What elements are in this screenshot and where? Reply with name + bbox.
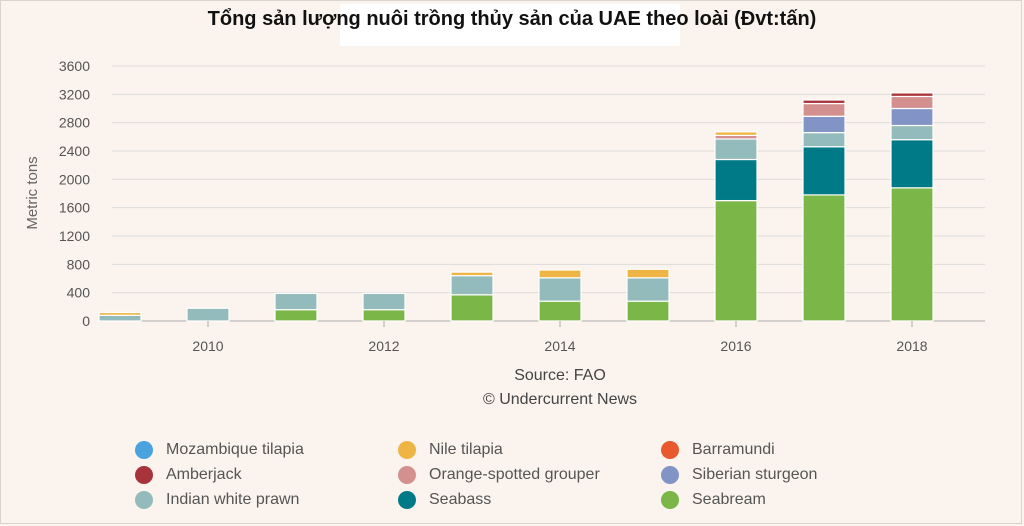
bar-segment	[890, 124, 934, 141]
bar-segment	[538, 300, 582, 322]
bar-segment	[626, 268, 670, 279]
bar-segment	[362, 292, 406, 311]
legend-item: Indian white prawn	[135, 488, 398, 511]
y-tick-label: 1200	[59, 228, 90, 244]
bar-segment	[714, 158, 758, 202]
bar-segment	[802, 194, 846, 322]
bar-segment	[714, 199, 758, 322]
y-tick-label: 400	[67, 285, 91, 301]
x-tick-label: 2016	[720, 338, 751, 354]
legend-item: Seabream	[661, 488, 895, 511]
legend-label: Mozambique tilapia	[166, 440, 304, 458]
x-tick-label: 2018	[896, 338, 927, 354]
legend-swatch	[661, 465, 679, 484]
legend-swatch	[135, 490, 153, 509]
x-tick-label: 2014	[544, 338, 575, 354]
chart-plot: 0 400 800 1200 1600 2000 2400 2800 3200 3600 2010 2…	[24, 58, 985, 408]
bar-segment	[714, 138, 758, 161]
x-tick-label: 2010	[192, 338, 223, 354]
y-tick-label: 800	[67, 256, 91, 272]
bar-segment	[186, 307, 230, 322]
bar-segment	[890, 139, 934, 189]
copyright-label: © Undercurrent News	[483, 391, 637, 408]
bar-segment	[98, 311, 142, 316]
legend-label: Barramundi	[692, 440, 775, 458]
bar-segment	[890, 187, 934, 322]
bar-segment	[714, 131, 758, 137]
bar-segment	[450, 294, 494, 322]
bar-segment	[802, 146, 846, 196]
y-axis-label: Metric tons	[24, 156, 41, 229]
legend-item: Siberian sturgeon	[661, 463, 895, 486]
bar-segment	[890, 107, 934, 127]
legend-label: Nile tilapia	[429, 440, 503, 458]
legend-swatch	[135, 440, 153, 459]
chart-title: Tổng sản lượng nuôi trồng thủy sản của U…	[207, 8, 817, 30]
bar-segment	[890, 92, 934, 98]
bar-segment	[450, 275, 494, 296]
legend: Mozambique tilapia Nile tilapia Barramundi…	[135, 438, 895, 511]
bar-segment	[362, 309, 406, 322]
y-tick-label: 3200	[59, 86, 90, 102]
y-tick-label: 2000	[59, 171, 90, 187]
legend-item: Amberjack	[135, 463, 398, 486]
source-label: Source: FAO	[514, 367, 606, 384]
bar-segment	[274, 309, 318, 322]
legend-label: Amberjack	[166, 465, 242, 483]
bar-segment	[802, 99, 846, 105]
y-tick-label: 3600	[59, 58, 90, 74]
bar-segment	[626, 300, 670, 322]
legend-label: Seabream	[692, 490, 766, 508]
bar-segment	[450, 271, 494, 277]
bar-segment	[890, 95, 934, 110]
y-tick-label: 2400	[59, 143, 90, 159]
legend-swatch	[398, 440, 416, 459]
bar-segment	[802, 102, 846, 117]
legend-swatch	[398, 465, 416, 484]
legend-swatch	[661, 490, 679, 509]
bar-segment	[538, 277, 582, 302]
bar-segment	[98, 314, 142, 322]
legend-item: Orange-spotted grouper	[398, 463, 661, 486]
legend-label: Indian white prawn	[166, 490, 300, 508]
legend-label: Seabass	[429, 490, 492, 508]
bar-segment	[802, 115, 846, 134]
title-background	[340, 4, 680, 46]
bar-segment	[538, 269, 582, 279]
legend-item: Mozambique tilapia	[135, 438, 398, 461]
legend-swatch	[398, 490, 416, 509]
y-tick-label: 1600	[59, 200, 90, 216]
bar-segment	[274, 292, 318, 311]
legend-swatch	[135, 465, 153, 484]
x-tick-label: 2012	[368, 338, 399, 354]
y-tick-label: 0	[82, 313, 90, 329]
legend-label: Siberian sturgeon	[692, 465, 818, 483]
legend-label: Orange-spotted grouper	[429, 465, 600, 483]
y-tick-label: 2800	[59, 115, 90, 131]
bar-segment	[802, 131, 846, 148]
legend-item: Barramundi	[661, 438, 895, 461]
legend-item: Seabass	[398, 488, 661, 511]
bar-segment	[626, 277, 670, 302]
legend-item: Nile tilapia	[398, 438, 661, 461]
legend-swatch	[661, 440, 679, 459]
